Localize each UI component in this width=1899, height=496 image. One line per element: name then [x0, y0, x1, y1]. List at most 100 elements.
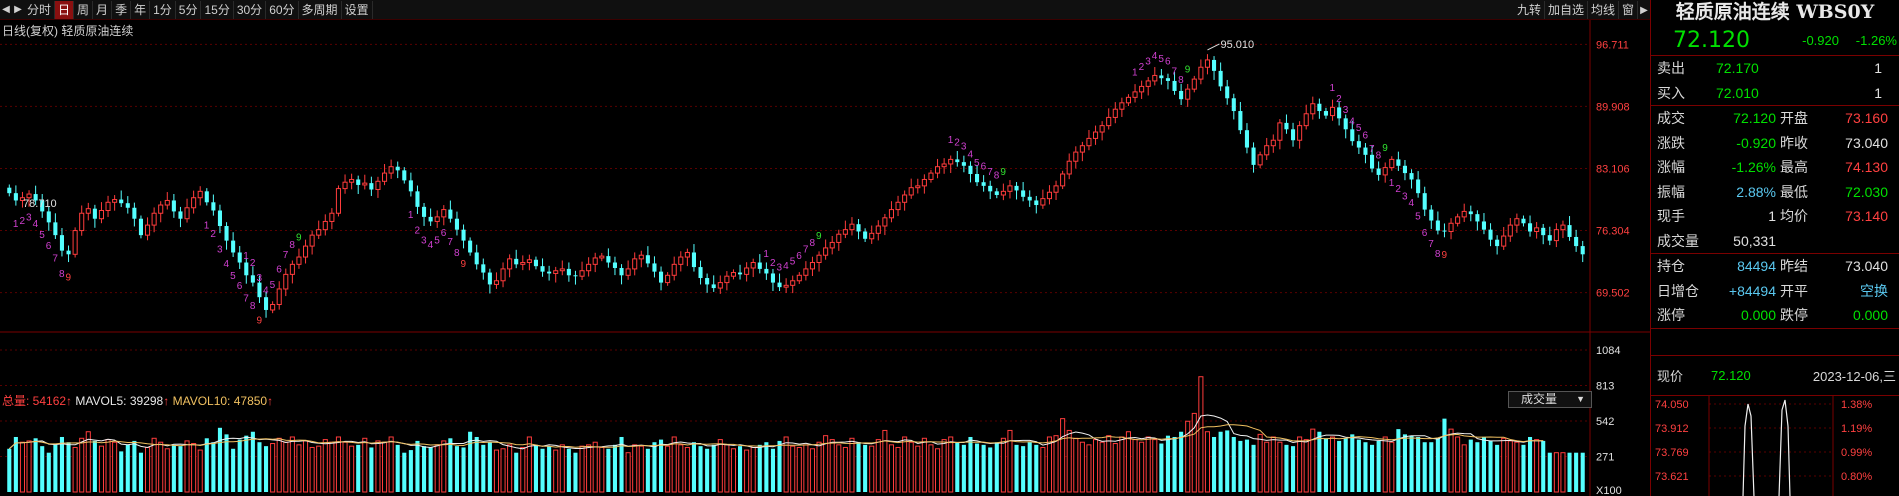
- panel-arrow-icon[interactable]: ▶: [1640, 4, 1648, 16]
- candle: [138, 215, 143, 239]
- volume-bar: [671, 436, 677, 493]
- volume-bar: [105, 439, 111, 493]
- nine-turn-digit: 1: [1330, 83, 1336, 94]
- volume-bar: [402, 452, 407, 492]
- y-tick-label: 69.502: [1596, 288, 1630, 300]
- nine-turn-digit: 2: [19, 216, 25, 227]
- period-60min[interactable]: 60分: [266, 0, 299, 19]
- quote-stats: 成交 72.120 开盘 73.160 涨跌 -0.920 昨收 73.040 涨幅 -1.26%…: [1651, 106, 1899, 254]
- candle: [1448, 218, 1454, 240]
- volume-bar: [19, 441, 25, 493]
- period-multi[interactable]: 多周期: [299, 0, 342, 19]
- last-price: 72.120: [1673, 28, 1750, 53]
- volume-bar: [422, 446, 427, 492]
- volume-bar: [1370, 444, 1375, 492]
- candle: [112, 195, 118, 211]
- candle: [454, 211, 459, 236]
- settings-button[interactable]: 设置: [342, 0, 373, 19]
- up-arrow-icon: ↑: [267, 394, 274, 408]
- volume-bar: [730, 448, 736, 493]
- period-15min[interactable]: 15分: [201, 0, 234, 19]
- candle: [902, 190, 908, 211]
- candle: [1402, 159, 1407, 181]
- bid-row[interactable]: 买入 72.010 1: [1651, 81, 1899, 106]
- volume-bar: [289, 436, 295, 493]
- candle: [1185, 83, 1191, 107]
- volume-bar: [1507, 440, 1513, 493]
- now-price-value: 72.120: [1711, 368, 1751, 383]
- candle: [777, 273, 782, 291]
- position-stat-value: 0.000: [1852, 307, 1888, 324]
- candle: [1132, 84, 1138, 103]
- position-stat-row: 涨停 0.000 跌停 0.000: [1651, 303, 1899, 328]
- arrow-right-icon[interactable]: ▶: [14, 4, 22, 15]
- candle: [1507, 217, 1513, 242]
- candle: [231, 232, 236, 257]
- volume-bar: [1257, 433, 1263, 493]
- add-watchlist-button[interactable]: 加自选: [1545, 1, 1588, 19]
- volume-bar: [40, 446, 45, 492]
- nine-turn-digit: 9: [1382, 143, 1388, 154]
- nine-turn-digit: 9: [1441, 250, 1447, 261]
- volume-bar: [975, 443, 980, 492]
- period-minute[interactable]: 分时: [24, 0, 56, 19]
- nine-turn-digit: 8: [1435, 249, 1441, 260]
- volume-bar: [803, 444, 809, 493]
- candle: [441, 205, 447, 226]
- volume-bar: [362, 437, 368, 493]
- volume-bar: [1021, 446, 1026, 492]
- candlestick-chart[interactable]: 96.711 89.908 83.106 76.304 69.502 95.010 78.7…: [0, 20, 1650, 496]
- arrow-left-icon[interactable]: ◀: [2, 4, 10, 15]
- volume-bar: [468, 431, 473, 492]
- nine-turn-digit: 9: [66, 273, 72, 284]
- period-month[interactable]: 月: [93, 0, 113, 19]
- volume-bar: [809, 448, 815, 493]
- volume-bar: [72, 446, 78, 493]
- candle: [507, 254, 513, 278]
- ask-qty: 1: [1874, 60, 1882, 77]
- volume-bar: [744, 449, 750, 493]
- mini-intraday-chart[interactable]: 74.050 1.38% 73.912 1.19% 73.769 0.99% 73.621 0…: [1651, 395, 1899, 496]
- period-1min[interactable]: 1分: [150, 0, 176, 19]
- nine-turn-digit: 8: [809, 238, 815, 249]
- nine-turn-digit: 6: [796, 251, 802, 262]
- volume-indicator-select[interactable]: 成交量 ▼: [1508, 391, 1592, 408]
- period-quarter[interactable]: 季: [112, 0, 132, 19]
- ma-button[interactable]: 均线: [1588, 1, 1619, 19]
- period-toolbar: ◀ ▶ 分时 日 周 月 季 年 1分 5分 15分 30分 60分 多周期 设…: [0, 0, 1650, 20]
- volume-bar: [1317, 431, 1322, 492]
- period-week[interactable]: 周: [74, 0, 94, 19]
- candle: [875, 220, 881, 241]
- nine-turn-digit: 6: [1362, 130, 1368, 141]
- period-day[interactable]: 日: [55, 0, 75, 19]
- candle: [711, 275, 716, 292]
- quote-stat-label: 振幅: [1657, 183, 1685, 200]
- window-button[interactable]: 窗: [1619, 1, 1638, 19]
- quote-stat-row: 成交 72.120 开盘 73.160: [1651, 106, 1899, 131]
- nine-turn-digit: 8: [59, 269, 65, 280]
- period-year[interactable]: 年: [131, 0, 151, 19]
- candle: [592, 252, 598, 273]
- volume-bar: [612, 444, 617, 492]
- period-30min[interactable]: 30分: [234, 0, 267, 19]
- candle: [975, 164, 980, 187]
- candle: [981, 175, 986, 192]
- volume-bar: [1350, 434, 1355, 492]
- volume-bar: [777, 440, 782, 492]
- nine-turn-digit: 2: [250, 258, 256, 269]
- candle: [520, 255, 526, 271]
- nine-turn-digit: 3: [217, 244, 223, 255]
- volume-bar: [665, 445, 671, 493]
- quote-stat-value: 73.160: [1845, 110, 1888, 127]
- candle: [211, 194, 216, 216]
- candle: [1580, 240, 1585, 263]
- ask-row[interactable]: 卖出 72.170 1: [1651, 56, 1899, 81]
- candle: [1073, 146, 1079, 169]
- volume-bar: [764, 442, 769, 492]
- period-5min[interactable]: 5分: [176, 0, 202, 19]
- candle: [1461, 203, 1467, 223]
- candle: [1560, 220, 1566, 239]
- candle: [632, 252, 638, 276]
- nine-turn-button[interactable]: 九转: [1514, 1, 1545, 19]
- candle: [356, 175, 361, 195]
